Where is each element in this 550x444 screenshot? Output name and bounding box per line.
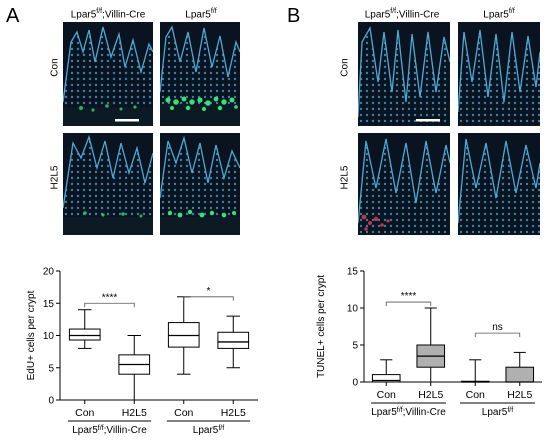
y-axis-label: EdU+ cells per crypt: [26, 290, 37, 380]
x-tick-label: Con: [466, 389, 485, 401]
significance-label: ****: [102, 292, 118, 303]
group-label-sup: f/f: [218, 425, 224, 432]
group-label: Lpar5f/f: [482, 407, 513, 419]
panel-a-row-label-con: Con: [49, 58, 61, 77]
micrograph-a-h2l5-knockout: [63, 133, 153, 235]
group-label-sup: f/f: [507, 407, 513, 414]
panel-b-header-knockout: Lpar5f/f;Villin-Cre: [364, 8, 440, 21]
significance-bracket: [183, 296, 234, 301]
x-tick-label: H2L5: [122, 407, 147, 419]
y-axis-label: TUNEL+ cells per crypt: [316, 275, 327, 378]
y-tick-label: 15: [43, 299, 55, 310]
y-tick-label: 5: [48, 363, 54, 374]
y-tick-label: 0: [48, 396, 54, 407]
x-tick-label: Con: [377, 389, 396, 401]
x-tick-label: Con: [75, 407, 94, 419]
y-tick-label: 0: [352, 378, 358, 389]
micrograph-a-con-control: [160, 22, 240, 126]
group-label-tail: ;Villin-Cre: [104, 425, 148, 436]
significance-bracket: [385, 301, 432, 307]
group-label-sup: f/f: [397, 407, 403, 414]
significance-label: *: [207, 286, 211, 297]
panel-b-letter: B: [287, 5, 301, 27]
panel-a-header-control: Lpar5f/f: [185, 8, 217, 21]
group-label-sup: f/f: [98, 425, 104, 432]
group-label: Lpar5f/f;Villin-Cre: [371, 407, 446, 419]
group-label: Lpar5f/f: [193, 425, 224, 437]
x-tick-label: Con: [174, 407, 193, 419]
y-tick-label: 5: [352, 341, 358, 352]
group-label-tail: ;Villin-Cre: [403, 407, 447, 418]
micrograph-b-h2l5-knockout: [358, 133, 450, 235]
micrograph-b-con-knockout: [358, 22, 450, 126]
micrograph-a-con-knockout: [63, 22, 153, 126]
group-label: Lpar5f/f;Villin-Cre: [72, 425, 147, 437]
significance-bracket: [474, 332, 521, 338]
y-tick-label: 20: [43, 267, 55, 278]
micrograph-b-h2l5-control: [458, 133, 540, 235]
significance-label: ns: [492, 322, 503, 333]
micrograph-b-con-control: [458, 22, 540, 126]
x-tick-label: H2L5: [221, 407, 246, 419]
panel-a-header-knockout: Lpar5f/f;Villin-Cre: [70, 8, 146, 21]
y-tick-label: 10: [347, 304, 359, 315]
y-tick-label: 15: [347, 267, 359, 278]
y-tick-label: 10: [43, 331, 55, 342]
significance-label: ****: [401, 291, 417, 302]
significance-bracket: [84, 302, 135, 308]
boxplot-tunel: 0 5 10 15 TUNEL+ cells per crypt Con H2L5 Con H2…: [316, 267, 542, 419]
group-label-main: Lpar5: [482, 407, 508, 418]
boxplot-edu: 0 5 10 15 20 EdU+ cells per crypt Con H2L5 Con H2…: [26, 267, 258, 437]
panel-a-letter: A: [6, 5, 20, 27]
box: [217, 331, 250, 349]
panel-a-row-label-h2l5: H2L5: [49, 165, 61, 190]
panel-b-row-label-con: Con: [339, 58, 351, 77]
panel-b-header-control: Lpar5f/f: [483, 8, 515, 21]
box: [505, 366, 535, 383]
box: [68, 328, 101, 341]
micrograph-a-h2l5-control: [160, 133, 240, 235]
panel-b-row-label-h2l5: H2L5: [339, 165, 351, 190]
x-tick-label: H2L5: [418, 389, 443, 401]
group-label-main: Lpar5: [193, 425, 219, 436]
group-label-main: Lpar5: [72, 425, 98, 436]
group-label-main: Lpar5: [371, 407, 397, 418]
x-tick-label: H2L5: [507, 389, 532, 401]
